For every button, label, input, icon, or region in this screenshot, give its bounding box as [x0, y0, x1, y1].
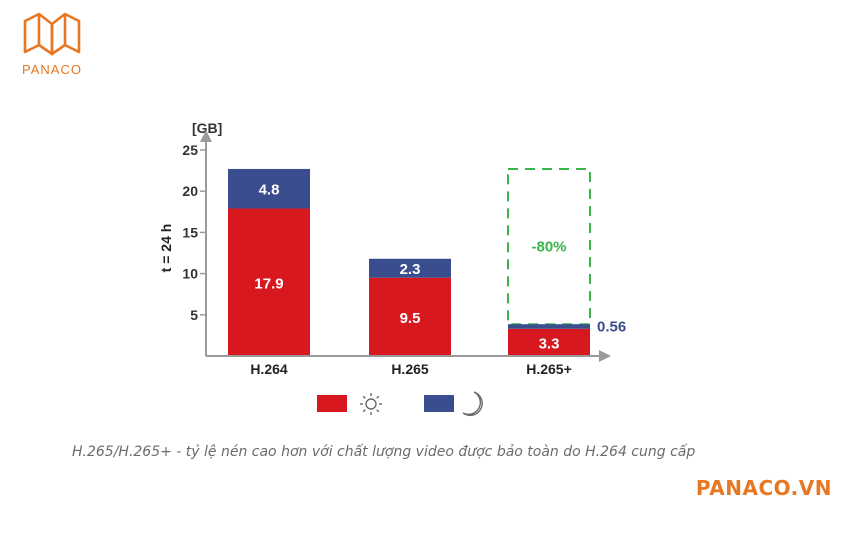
moon-icon: [462, 391, 483, 417]
figure-caption: H.265/H.265+ - tỷ lệ nén cao hơn với chấ…: [72, 444, 696, 460]
data-label: 17.9: [254, 275, 283, 292]
y-tick-label: 5: [190, 307, 198, 323]
compression-chart: [GB] t = 24 h 5 10 15 20 25 -80% 17.9 4.8 9.5 2…: [158, 120, 626, 417]
reduction-label: -80%: [531, 239, 566, 256]
bar-segment-day: [508, 328, 590, 356]
data-label: 4.8: [259, 182, 280, 199]
brand-logo: PANACO: [10, 10, 94, 77]
data-label: 2.3: [400, 261, 421, 278]
y-axis-title: t = 24 h: [158, 224, 174, 273]
website-label: PANACO.VN: [695, 476, 832, 500]
sun-icon: [360, 393, 382, 415]
logo-text: PANACO: [22, 62, 82, 77]
y-tick-label: 15: [182, 224, 198, 240]
legend: [317, 391, 483, 417]
bar-segment-day: [228, 208, 310, 356]
legend-swatch-day: [317, 395, 347, 412]
y-tick-label: 25: [182, 142, 198, 158]
y-axis-arrow: [200, 130, 212, 142]
x-tick-label: H.265: [391, 361, 429, 377]
data-label: 9.5: [400, 310, 421, 327]
bar-segment-night: [228, 168, 310, 209]
bar-segment-day: [369, 277, 451, 356]
book-logo-icon: [23, 12, 81, 56]
y-unit-label: [GB]: [192, 120, 222, 136]
data-label: 3.3: [539, 335, 560, 352]
bar-segment-night: [508, 324, 590, 329]
y-tick-label: 20: [182, 183, 198, 199]
data-label: 0.56: [597, 319, 626, 336]
chart-axes: [200, 130, 611, 362]
x-axis-arrow: [599, 350, 611, 362]
legend-swatch-night: [424, 395, 454, 412]
x-tick-label: H.265+: [526, 361, 572, 377]
y-tick-label: 10: [182, 266, 198, 282]
bar-segment-night: [369, 258, 451, 278]
x-tick-label: H.264: [250, 361, 288, 377]
